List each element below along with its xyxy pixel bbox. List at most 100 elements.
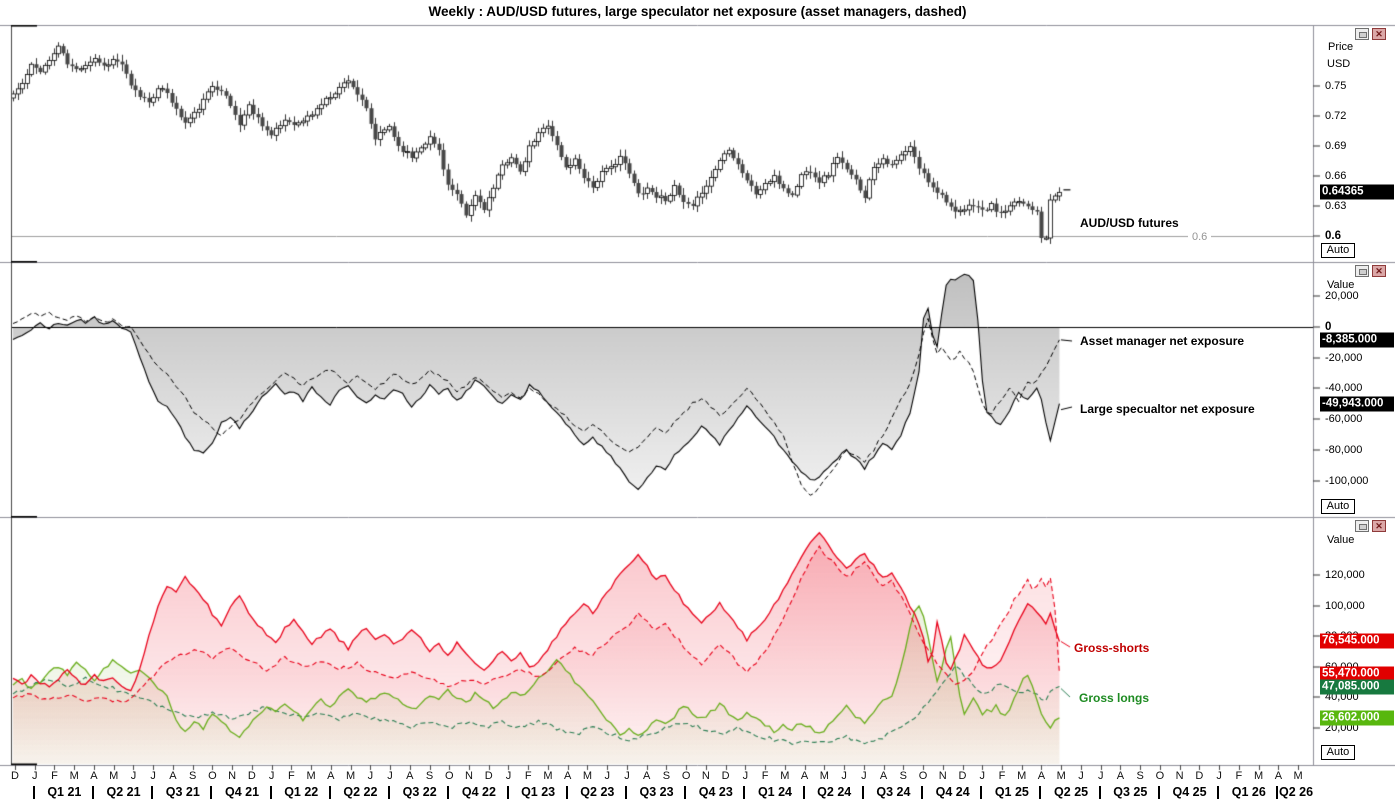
last-value-badge: 26,602.000 (1320, 710, 1394, 726)
month-label: M (819, 770, 829, 782)
quarter-separator (1098, 786, 1101, 799)
quarter-label: Q1 24 (757, 785, 793, 799)
month-label: A (1037, 770, 1046, 782)
series-label-gross-shorts: Gross-shorts (1074, 641, 1150, 655)
quarter-label: Q3 23 (639, 785, 674, 799)
month-label: A (406, 770, 414, 782)
axis-tick-label: -100,000 (1325, 474, 1369, 487)
month-label: S (899, 770, 907, 782)
quarter-separator (91, 786, 94, 799)
axis-tick-label: -40,000 (1325, 382, 1363, 395)
quarter-label: Q3 21 (165, 785, 200, 799)
month-label: J (130, 770, 137, 782)
axis-tick-label: 0 (1325, 321, 1332, 333)
month-label: M (543, 770, 553, 782)
last-value-badge: 55,470.000 (1320, 666, 1394, 682)
quarter-separator (388, 786, 391, 799)
quarter-separator (802, 786, 805, 799)
quarter-separator (684, 786, 687, 799)
close-button[interactable]: ✕ (1372, 28, 1386, 40)
close-button[interactable]: ✕ (1372, 265, 1386, 277)
month-label: D (721, 770, 730, 782)
axis-tick-label: 0.6 (1325, 230, 1341, 242)
quarter-separator (32, 786, 35, 799)
quarter-separator (861, 786, 864, 799)
axis-tick-label: 120,000 (1325, 569, 1365, 581)
month-label: D (1195, 770, 1204, 782)
quarter-separator (980, 786, 983, 799)
quarter-label: Q2 21 (106, 785, 141, 799)
quarter-label: Q1 21 (47, 785, 82, 799)
axis-tick-label: 0.69 (1325, 140, 1347, 152)
month-label: M (582, 770, 593, 782)
axis-tick-label: 40,000 (1325, 691, 1359, 704)
auto-scale-button-net[interactable]: Auto (1321, 499, 1355, 514)
axis-tick-label: 0.72 (1325, 110, 1347, 122)
quarter-label: Q1 22 (284, 785, 319, 799)
gross-axis-title: Value (1327, 534, 1355, 546)
quarter-separator (743, 786, 746, 799)
month-label: O (1155, 770, 1165, 782)
quarter-label: Q1 26 (1231, 785, 1266, 799)
month-label: J (1078, 770, 1084, 782)
month-label: S (1136, 770, 1144, 782)
panel-window-controls: ✕ (1355, 520, 1386, 532)
series-label-asset-manager-net: Asset manager net exposure (1080, 334, 1245, 348)
month-label: M (1056, 770, 1066, 782)
month-label: S (662, 770, 671, 782)
month-label: A (1116, 770, 1125, 782)
month-label: A (90, 770, 98, 782)
month-label: N (1175, 770, 1184, 782)
quarter-label: Q2 23 (580, 785, 615, 799)
last-value-badge: 76,545.000 (1320, 633, 1394, 649)
quarter-separator (1217, 786, 1220, 799)
quarter-separator (624, 786, 627, 799)
month-label: J (604, 770, 610, 782)
month-label: J (1097, 770, 1104, 782)
month-label: M (109, 770, 119, 782)
minimize-button[interactable] (1355, 520, 1369, 532)
month-label: D (484, 770, 493, 782)
month-label: D (958, 770, 967, 782)
month-label: O (208, 770, 217, 782)
month-label: M (780, 770, 790, 782)
axis-tick-label: -80,000 (1325, 443, 1363, 456)
quarter-label: Q2 25 (1054, 785, 1089, 799)
month-label: A (800, 770, 809, 782)
month-label: M (1293, 770, 1303, 782)
close-button[interactable]: ✕ (1372, 520, 1386, 532)
minimize-button[interactable] (1355, 265, 1369, 277)
month-label: J (624, 770, 630, 782)
quarter-separator (210, 786, 213, 799)
month-label: M (1017, 770, 1027, 782)
last-value-badge: -8,385.000 (1320, 332, 1394, 348)
quarter-label: Q4 24 (935, 785, 970, 799)
axis-tick-label: -20,000 (1325, 351, 1363, 364)
month-label: S (188, 770, 197, 782)
month-label: S (425, 770, 434, 782)
axis-tick-label: 0.75 (1325, 80, 1347, 92)
month-label: O (681, 770, 691, 782)
panel-window-controls: ✕ (1355, 265, 1386, 277)
month-label: A (564, 770, 572, 782)
axis-tick-label: 20,000 (1325, 290, 1359, 303)
month-label: A (169, 770, 177, 782)
month-label: F (51, 770, 58, 782)
quarter-separator (269, 786, 272, 799)
month-label: A (327, 770, 335, 782)
axis-tick-label: 100,000 (1325, 599, 1365, 612)
auto-scale-button-gross[interactable]: Auto (1321, 745, 1355, 760)
month-label: N (938, 770, 947, 782)
month-label: J (268, 770, 275, 782)
month-label: J (505, 770, 512, 782)
month-label: M (69, 770, 79, 782)
quarter-separator (1157, 786, 1160, 799)
quarter-separator (151, 786, 154, 799)
month-label: D (11, 770, 19, 782)
quarter-label: Q1 25 (994, 785, 1029, 799)
last-value-badge: 47,085.000 (1320, 679, 1394, 695)
minimize-button[interactable] (1355, 28, 1369, 40)
auto-scale-button-price[interactable]: Auto (1321, 243, 1355, 258)
